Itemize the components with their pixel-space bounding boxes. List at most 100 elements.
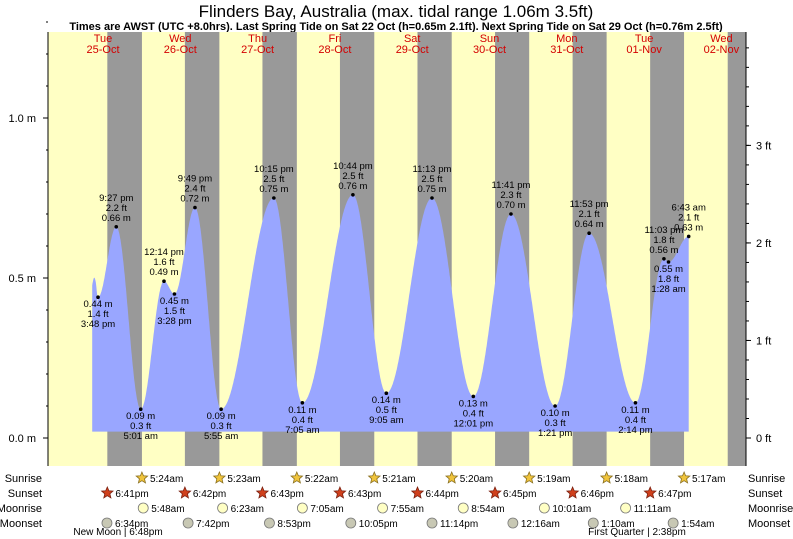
tide-extreme-label: 0.66 m bbox=[102, 213, 131, 224]
day-labels: Tue25-OctWed26-OctThu27-OctFri28-OctSat2… bbox=[86, 33, 739, 56]
tide-extreme-label: 2.2 ft bbox=[106, 203, 127, 214]
sun-moon-rows: Sunrise Sunrise Sunset Sunset Moonrise Moonri… bbox=[0, 470, 793, 538]
tide-area bbox=[92, 194, 689, 432]
tide-extreme-label: 0.11 m bbox=[288, 405, 316, 416]
tide-extreme-label: 12:14 pm bbox=[144, 247, 184, 258]
sunset-time: 6:47pm bbox=[658, 489, 691, 500]
moonset-icon bbox=[507, 517, 519, 529]
sunrise-icon bbox=[212, 470, 227, 484]
tide-extreme-point bbox=[300, 401, 305, 405]
day-name: Sat bbox=[404, 33, 421, 45]
sunset-icon bbox=[100, 485, 114, 499]
moonrise-icon bbox=[377, 502, 388, 514]
moonset-time: 1:54am bbox=[681, 519, 714, 530]
tide-extreme-label: 0.4 ft bbox=[625, 415, 646, 426]
tide-extreme-label: 10:44 pm bbox=[333, 161, 373, 172]
tide-extreme-label: 0.72 m bbox=[180, 194, 209, 205]
tide-extreme-label: 0.3 ft bbox=[211, 421, 232, 432]
moonrise-time: 8:54am bbox=[471, 504, 504, 515]
moonrise-time: 6:23am bbox=[231, 504, 264, 515]
day-date: 26-Oct bbox=[164, 44, 197, 56]
tide-extreme-label: 0.13 m bbox=[459, 398, 488, 409]
row-label-left-moonrise: Moonrise bbox=[0, 503, 42, 515]
sunset-time: 6:44pm bbox=[425, 489, 458, 500]
day-name: Tue bbox=[635, 33, 654, 45]
day-date: 25-Oct bbox=[86, 44, 119, 56]
tide-extreme-label: 2.3 ft bbox=[500, 190, 521, 201]
sunset-icon bbox=[178, 485, 192, 499]
sunset-time: 6:46pm bbox=[581, 489, 614, 500]
sunrise-time: 5:20am bbox=[460, 474, 493, 485]
tide-extreme-point bbox=[430, 196, 434, 200]
chart-title: Flinders Bay, Australia (max. tidal rang… bbox=[199, 2, 594, 21]
sunrise-icon bbox=[444, 470, 459, 484]
tide-extreme-point bbox=[114, 225, 119, 229]
moonrise-time: 7:55am bbox=[391, 504, 424, 515]
tide-extreme-label: 2.5 ft bbox=[342, 171, 363, 182]
tide-extreme-point bbox=[587, 231, 591, 235]
tide-extreme-label: 9:05 am bbox=[369, 415, 403, 426]
tide-extreme-label: 2.1 ft bbox=[579, 209, 600, 220]
tide-area-path bbox=[92, 194, 689, 432]
tide-extreme-label: 1.8 ft bbox=[653, 235, 674, 246]
moon-phase-new: New Moon | 6:48pm bbox=[73, 527, 162, 538]
tide-extreme-label: 0.09 m bbox=[207, 411, 236, 422]
tide-extreme-point bbox=[96, 295, 100, 300]
sunset-icon bbox=[643, 485, 657, 499]
tide-extreme-label: 0.09 m bbox=[126, 411, 155, 422]
sunrise-icon bbox=[677, 470, 691, 484]
day-name: Thu bbox=[248, 33, 267, 45]
tide-extreme-point bbox=[138, 407, 143, 412]
tide-extreme-label: 6:43 am bbox=[672, 202, 706, 213]
moonset-time: 10:05pm bbox=[359, 519, 398, 530]
tide-extreme-point bbox=[662, 257, 666, 261]
tide-extreme-point bbox=[633, 401, 638, 405]
moonset-time: 1:10am bbox=[601, 519, 634, 530]
tide-extreme-label: 0.49 m bbox=[149, 267, 178, 278]
sunrise-icon bbox=[599, 470, 614, 484]
day-date: 28-Oct bbox=[318, 44, 351, 56]
sunset-icon bbox=[333, 485, 347, 499]
tide-extreme-label: 9:27 pm bbox=[99, 193, 133, 204]
sunset-icon bbox=[410, 485, 425, 499]
tide-extreme-label: 0.44 m bbox=[83, 299, 112, 310]
moonset-icon bbox=[587, 517, 599, 529]
tide-extreme-label: 1.5 ft bbox=[164, 306, 185, 317]
tide-extreme-label: 1:21 pm bbox=[538, 428, 572, 439]
row-label-right-moonset: Moonset bbox=[748, 518, 790, 530]
tide-extreme-label: 11:41 pm bbox=[492, 180, 531, 191]
sunset-time: 6:42pm bbox=[193, 489, 226, 500]
tide-extreme-point bbox=[351, 193, 355, 197]
day-date: 30-Oct bbox=[473, 44, 506, 56]
moonset-icon bbox=[264, 517, 275, 529]
sunset-icon bbox=[488, 485, 502, 499]
left-tick-label: 1.0 m bbox=[8, 113, 36, 125]
day-name: Wed bbox=[710, 33, 732, 45]
moon-phase-first-quarter: First Quarter | 2:38pm bbox=[588, 527, 686, 538]
sunrise-time: 5:18am bbox=[615, 474, 648, 485]
tide-extreme-point bbox=[686, 234, 691, 239]
tide-extreme-labels: 0.44 m1.4 ft3:48 pm 9:27 pm2.2 ft0.66 m 0.… bbox=[81, 161, 706, 442]
day-name: Mon bbox=[556, 33, 577, 45]
right-tick-label: 2 ft bbox=[756, 238, 771, 250]
tide-extreme-label: 0.75 m bbox=[259, 184, 288, 195]
tide-extreme-label: 0.4 ft bbox=[463, 408, 484, 419]
sunrise-time: 5:23am bbox=[227, 474, 260, 485]
moonset-icon bbox=[345, 517, 357, 529]
tide-extreme-label: 0.10 m bbox=[541, 408, 570, 419]
tide-extreme-label: 1.4 ft bbox=[87, 309, 108, 320]
tide-extreme-label: 2.5 ft bbox=[421, 174, 442, 185]
tide-extreme-label: 0.11 m bbox=[621, 405, 649, 416]
tide-extreme-label: 0.70 m bbox=[496, 200, 525, 211]
day-name: Tue bbox=[94, 33, 113, 45]
tide-extreme-label: 5:01 am bbox=[124, 431, 158, 442]
moonset-icon bbox=[101, 517, 113, 529]
right-tick-label: 3 ft bbox=[756, 140, 771, 152]
tide-extreme-label: 10:15 pm bbox=[254, 164, 294, 175]
moonset-time: 6:34pm bbox=[115, 519, 148, 530]
tide-extreme-point bbox=[162, 279, 166, 284]
sunrise-time: 5:19am bbox=[537, 474, 570, 485]
tide-extreme-label: 1.8 ft bbox=[658, 274, 679, 285]
row-label-right-sunset: Sunset bbox=[748, 488, 782, 500]
sunset-time: 6:43pm bbox=[270, 489, 303, 500]
